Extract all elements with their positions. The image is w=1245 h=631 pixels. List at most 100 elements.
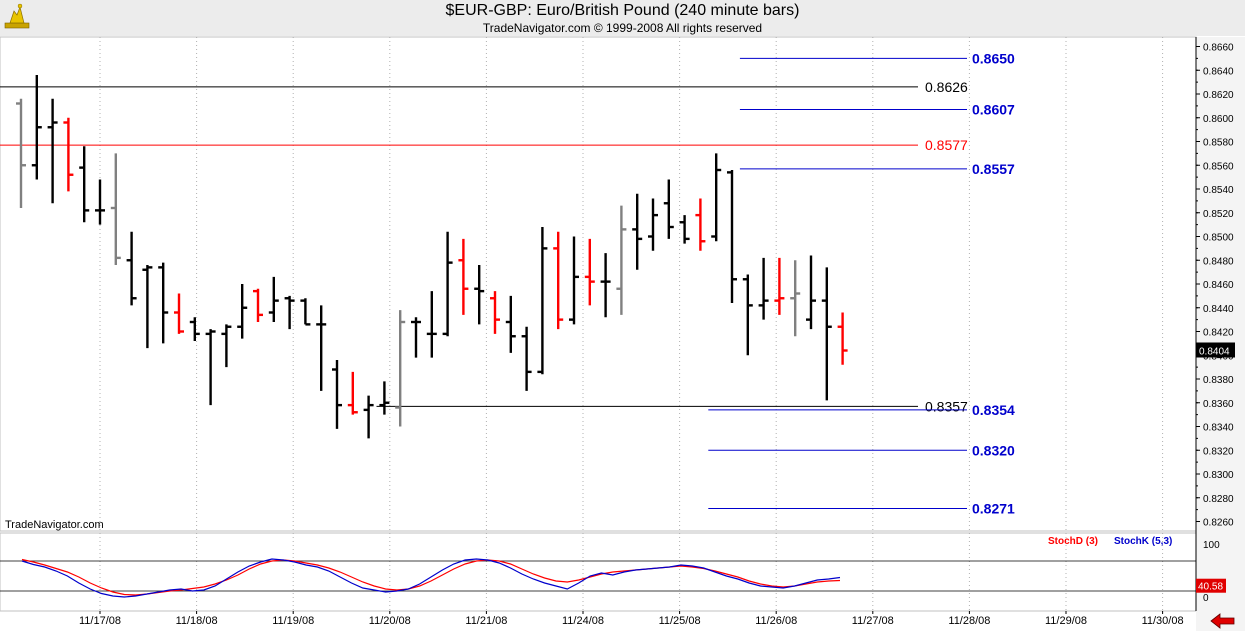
ohlc-bar: [174, 293, 184, 334]
y-tick-label: 0.8640: [1203, 66, 1234, 77]
ohlc-bar: [268, 276, 279, 322]
ohlc-bar: [158, 262, 169, 344]
ohlc-bar: [679, 215, 690, 244]
stochastic-legend-stochk: StochK (5,3): [1114, 536, 1172, 547]
y-tick-label: 0.8340: [1203, 423, 1234, 434]
y-tick-label: 0.8280: [1203, 494, 1234, 505]
ohlc-bar: [837, 312, 848, 365]
y-tick-label: 0.8560: [1203, 161, 1234, 172]
ohlc-bar: [695, 198, 706, 251]
x-tick-label: 11/29/08: [1045, 615, 1087, 627]
ohlc-bar: [790, 260, 801, 337]
y-tick-label: 0.8540: [1203, 185, 1234, 196]
ohlc-bar: [742, 274, 753, 356]
y-tick-label: 0.8580: [1203, 138, 1234, 149]
y-tick-label: 0.8260: [1203, 518, 1234, 529]
stochastic-panel-frame: [0, 532, 1197, 612]
ohlc-bar: [363, 395, 374, 439]
ohlc-bar: [237, 284, 248, 339]
x-tick-label: 11/21/08: [465, 615, 507, 627]
y-tick-label: 0.8300: [1203, 470, 1234, 481]
ohlc-bar: [569, 236, 579, 325]
x-tick-label: 11/24/08: [562, 615, 604, 627]
y-tick-label: 0.8360: [1203, 399, 1234, 410]
ohlc-bar: [253, 288, 263, 322]
level-label-0.8607: 0.8607: [972, 101, 1015, 117]
y-tick-label: 0.8660: [1203, 43, 1234, 54]
ohlc-bar: [758, 257, 769, 320]
x-tick-label: 11/28/08: [948, 615, 990, 627]
ohlc-bar: [347, 371, 358, 415]
ohlc-bar: [553, 231, 564, 330]
ohlc-bar: [395, 310, 406, 427]
ohlc-bar: [821, 267, 832, 401]
level-label-0.8354: 0.8354: [972, 402, 1015, 418]
x-tick-label: 11/25/08: [659, 615, 701, 627]
y-tick-label: 0.8440: [1203, 304, 1234, 315]
y-tick-label: 0.8420: [1203, 328, 1234, 339]
stochastic-y-tick-label: 100: [1203, 540, 1220, 551]
level-label-0.8650: 0.8650: [972, 50, 1015, 66]
ohlc-bar: [727, 170, 737, 303]
stochastic-last-flag: [1196, 578, 1226, 593]
ohlc-bar: [442, 231, 453, 337]
ohlc-bar: [284, 295, 295, 330]
ohlc-bar: [632, 193, 643, 270]
level-label-0.8271: 0.8271: [972, 500, 1015, 516]
level-label-0.8320: 0.8320: [972, 442, 1015, 458]
y-tick-label: 0.8460: [1203, 280, 1234, 291]
ohlc-bar: [142, 265, 153, 349]
stochastic-legend-stochd: StochD (3): [1048, 536, 1098, 547]
ohlc-bar: [600, 253, 611, 318]
ohlc-bar: [616, 205, 627, 315]
y-tick-label: 0.8600: [1203, 114, 1234, 125]
level-label-0.8357: 0.8357: [925, 398, 968, 414]
level-label-0.8577: 0.8577: [925, 137, 968, 153]
ohlc-bar: [47, 98, 58, 204]
ohlc-bar: [189, 317, 200, 341]
x-tick-label: 11/30/08: [1142, 615, 1184, 627]
ohlc-bar: [332, 360, 342, 429]
y-axis-background: [1196, 37, 1245, 631]
level-label-0.8557: 0.8557: [972, 161, 1015, 177]
ohlc-bar: [31, 75, 42, 180]
scroll-left-arrow-icon[interactable]: [1210, 613, 1236, 629]
chart-title: $EUR-GBP: Euro/British Pound (240 minute…: [445, 2, 800, 19]
watermark-text: TradeNavigator.com: [5, 519, 104, 531]
chart-copyright: TradeNavigator.com © 1999-2008 All right…: [482, 21, 763, 35]
ohlc-bar: [300, 298, 311, 326]
ohlc-bar: [411, 317, 421, 358]
ohlc-bar: [474, 265, 485, 325]
ohlc-bar: [205, 329, 216, 406]
chart-header: $EUR-GBP: Euro/British Pound (240 minute…: [0, 0, 1245, 36]
price-panel-frame: [0, 36, 1197, 532]
last-price-label: 0.8404: [1199, 347, 1230, 358]
ohlc-bar: [16, 98, 26, 208]
level-label-0.8626: 0.8626: [925, 79, 968, 95]
ohlc-bar: [774, 257, 785, 315]
ohlc-bar: [63, 117, 74, 192]
last-price-flag: [1196, 342, 1235, 358]
ohlc-bar: [126, 231, 137, 306]
ohlc-bar: [490, 291, 500, 334]
stochastic-y-tick-label: 0: [1203, 593, 1209, 604]
ohlc-bar: [426, 291, 437, 358]
ohlc-bar: [505, 295, 516, 353]
ohlc-bar: [110, 153, 121, 265]
x-tick-label: 11/19/08: [272, 615, 314, 627]
y-tick-label: 0.8320: [1203, 446, 1234, 457]
stochastic-last-label: 40.58: [1198, 582, 1223, 593]
ohlc-bar: [648, 198, 658, 251]
ohlc-bar: [537, 227, 548, 375]
ohlc-bar: [711, 153, 722, 242]
x-tick-label: 11/18/08: [176, 615, 218, 627]
ohlc-bar: [584, 238, 595, 306]
y-tick-label: 0.8500: [1203, 233, 1234, 244]
ohlc-bar: [79, 146, 90, 223]
x-tick-label: 11/27/08: [852, 615, 894, 627]
y-tick-label: 0.8480: [1203, 256, 1234, 267]
x-tick-label: 11/20/08: [369, 615, 411, 627]
y-tick-label: 0.8520: [1203, 209, 1234, 220]
ohlc-bar: [806, 255, 816, 330]
